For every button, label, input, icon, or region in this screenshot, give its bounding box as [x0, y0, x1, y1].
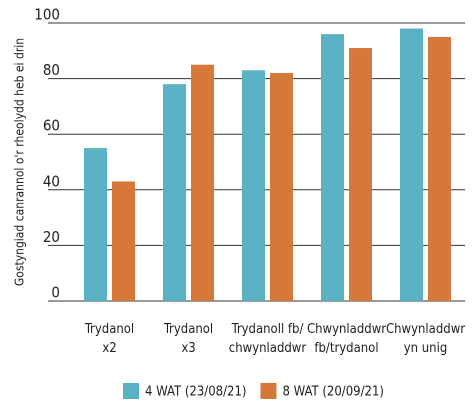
y-tick-label: 60 — [43, 117, 60, 135]
bar — [84, 148, 107, 301]
bar — [400, 28, 423, 302]
x-tick-label-line: Chwynladdwr — [307, 322, 386, 337]
bar — [349, 48, 372, 301]
x-tick-label-line: chwynladdwr — [229, 341, 307, 356]
x-tick-label: Trydanol x3 — [163, 322, 213, 356]
bar — [191, 64, 214, 301]
x-tick-label: Trydanol x2 — [84, 322, 134, 356]
bar — [163, 84, 186, 301]
y-tick-label: 100 — [34, 6, 60, 24]
x-tick-label: Chwynladdwr fb/trydanol — [307, 322, 386, 356]
y-tick-label: 80 — [43, 61, 60, 79]
legend-label: 8 WAT (20/09/21) — [283, 385, 385, 400]
y-tick-label: 40 — [43, 172, 60, 190]
legend-swatch — [260, 383, 277, 399]
x-tick-label-line: x2 — [102, 341, 116, 356]
bar — [428, 36, 451, 302]
x-tick-label-line: fb/trydanol — [314, 341, 378, 356]
x-tick-label-line: Trydanol — [84, 322, 134, 337]
legend-swatch — [123, 383, 139, 399]
bar — [112, 181, 135, 301]
x-tick-label-line: Trydanol — [163, 322, 213, 337]
bar — [242, 70, 265, 301]
x-tick-label-line: Trydanoll fb/ — [231, 322, 304, 337]
legend-label: 4 WAT (23/08/21) — [145, 385, 247, 400]
y-tick-label: 20 — [43, 228, 60, 246]
bar — [270, 73, 293, 301]
x-tick-label-line: x3 — [181, 341, 195, 356]
x-tick-label-line: yn unig — [404, 341, 448, 356]
y-axis-label: Gostyngiad canrannol o'r rheolydd heb ei… — [13, 38, 27, 286]
x-tick-label-line: Chwynladdwr — [386, 322, 465, 337]
bar — [321, 34, 344, 302]
x-tick-label: Chwynladdwr yn unig — [386, 322, 465, 356]
y-tick-label: 0 — [51, 284, 60, 302]
x-tick-label: Trydanoll fb/chwynladdwr — [229, 322, 307, 356]
